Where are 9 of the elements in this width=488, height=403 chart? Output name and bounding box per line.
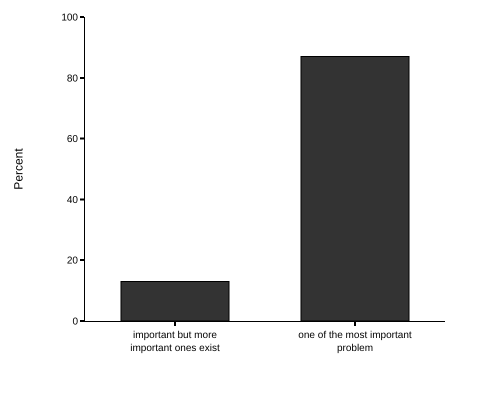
x-tick-label: important but more important ones exist [130, 330, 220, 354]
y-tick-label: 60 [66, 134, 78, 146]
y-tick-label: 40 [66, 194, 78, 206]
y-tick-label: 80 [66, 73, 78, 84]
y-tick-label: 20 [66, 256, 78, 267]
y-axis-title: Percent [12, 148, 26, 190]
x-tick-label: one of the most important problem [298, 330, 412, 354]
y-tick-label: 100 [61, 12, 78, 24]
y-tick-label: 0 [72, 316, 78, 328]
